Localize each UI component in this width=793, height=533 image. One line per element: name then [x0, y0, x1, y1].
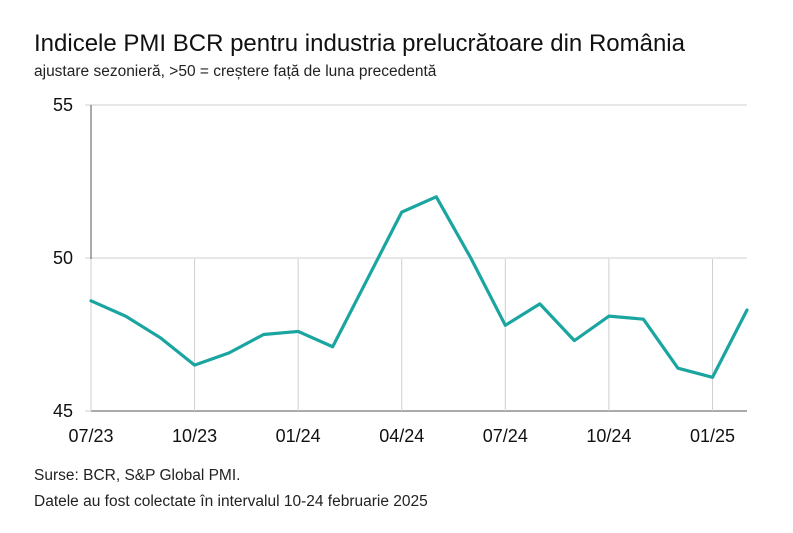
collection-note: Datele au fost colectate în intervalul 1… [34, 493, 428, 510]
y-tick-label: 45 [53, 401, 73, 421]
y-tick-label: 50 [53, 248, 73, 268]
axes [90, 105, 747, 412]
x-tick-label: 10/24 [586, 426, 631, 446]
y-tick-labels: 45 50 55 [53, 95, 73, 421]
x-tick-label: 04/24 [379, 426, 424, 446]
x-tick-label: 07/24 [483, 426, 528, 446]
x-tick-label: 01/24 [276, 426, 321, 446]
series-layer [89, 195, 749, 379]
grid-lines [85, 104, 747, 412]
chart-subtitle: ajustare sezonieră, >50 = creștere față … [34, 63, 437, 80]
series-line-0 [89, 195, 749, 379]
chart-title: Indicele PMI BCR pentru industria preluc… [34, 30, 685, 57]
source-note: Surse: BCR, S&P Global PMI. [34, 467, 241, 484]
x-tick-label: 07/23 [68, 426, 113, 446]
x-tick-labels: 07/23 10/23 01/24 04/24 07/24 10/24 01/25 [68, 426, 735, 446]
x-tick-label: 01/25 [690, 426, 735, 446]
x-tick-label: 10/23 [172, 426, 217, 446]
y-tick-label: 55 [53, 95, 73, 115]
